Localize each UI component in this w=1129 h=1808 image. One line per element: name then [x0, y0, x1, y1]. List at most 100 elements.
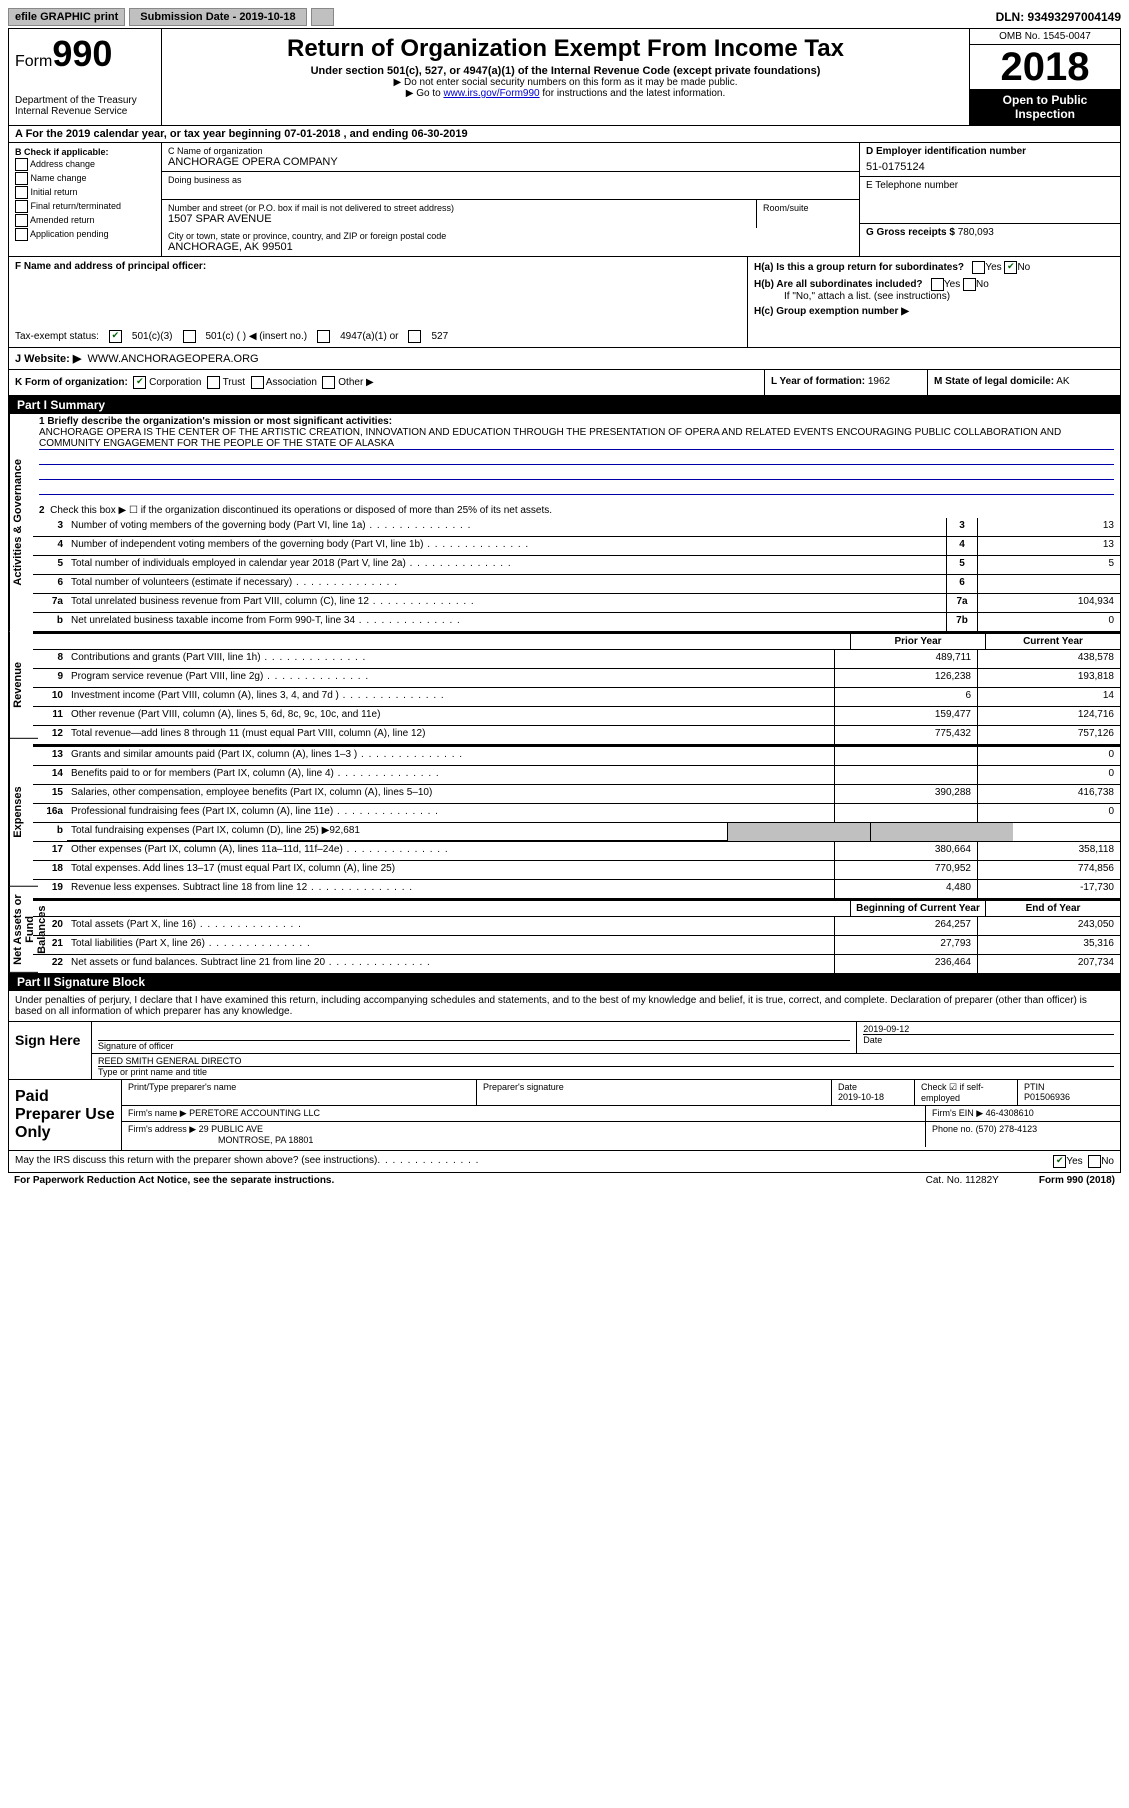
footer: For Paperwork Reduction Act Notice, see …	[8, 1173, 1121, 1188]
firm-phone: (570) 278-4123	[976, 1124, 1038, 1134]
firm-address: 29 PUBLIC AVE	[199, 1124, 263, 1134]
line-12: 12Total revenue—add lines 8 through 11 (…	[33, 726, 1120, 745]
dln-label: DLN: 93493297004149	[996, 10, 1121, 24]
tax-year: 2018	[970, 45, 1120, 89]
street-address: 1507 SPAR AVENUE	[168, 213, 750, 225]
year-formation: 1962	[868, 376, 890, 387]
line-15: 15Salaries, other compensation, employee…	[33, 785, 1120, 804]
netassets-header: Beginning of Current YearEnd of Year	[33, 899, 1120, 917]
org-name: ANCHORAGE OPERA COMPANY	[168, 156, 853, 168]
chk-trust[interactable]	[207, 376, 220, 389]
discuss-yes[interactable]	[1053, 1155, 1066, 1168]
open-inspection: Open to Public Inspection	[970, 89, 1120, 125]
state-domicile: AK	[1056, 376, 1069, 387]
discuss-no[interactable]	[1088, 1155, 1101, 1168]
sign-here-label: Sign Here	[9, 1022, 91, 1079]
row-f: F Name and address of principal officer:…	[9, 257, 748, 347]
line-4: 4Number of independent voting members of…	[33, 537, 1120, 556]
side-revenue: Revenue	[9, 632, 38, 739]
ha-no[interactable]	[1004, 261, 1017, 274]
line-14: 14Benefits paid to or for members (Part …	[33, 766, 1120, 785]
line-9: 9Program service revenue (Part VIII, lin…	[33, 669, 1120, 688]
website-value: WWW.ANCHORAGEOPERA.ORG	[87, 353, 258, 365]
paid-preparer-section: Paid Preparer Use Only Print/Type prepar…	[9, 1079, 1120, 1150]
sign-here-section: Sign Here Signature of officer 2019-09-1…	[9, 1022, 1120, 1079]
line-7b: bNet unrelated business taxable income f…	[33, 613, 1120, 632]
subtitle-1: Under section 501(c), 527, or 4947(a)(1)…	[168, 65, 963, 77]
chk-4947[interactable]	[317, 330, 330, 343]
line-3: 3Number of voting members of the governi…	[33, 518, 1120, 537]
efile-button[interactable]: efile GRAPHIC print	[8, 8, 125, 26]
ha-yes[interactable]	[972, 261, 985, 274]
blank-button[interactable]	[311, 8, 334, 26]
line-6: 6Total number of volunteers (estimate if…	[33, 575, 1120, 594]
side-netassets: Net Assets or Fund Balances	[9, 887, 38, 973]
form-title: Return of Organization Exempt From Incom…	[168, 35, 963, 63]
column-b: B Check if applicable: Address change Na…	[9, 143, 162, 256]
chk-pending[interactable]: Application pending	[15, 228, 155, 241]
line-16b: bTotal fundraising expenses (Part IX, co…	[33, 823, 1120, 842]
hb-yes[interactable]	[931, 278, 944, 291]
hb-no[interactable]	[963, 278, 976, 291]
side-activities: Activities & Governance	[9, 414, 38, 632]
chk-other[interactable]	[322, 376, 335, 389]
top-toolbar: efile GRAPHIC print Submission Date - 20…	[8, 8, 1121, 26]
column-de: D Employer identification number 51-0175…	[860, 143, 1120, 256]
cat-number: Cat. No. 11282Y	[926, 1175, 999, 1186]
sign-date: 2019-09-12	[863, 1024, 1114, 1034]
line-18: 18Total expenses. Add lines 13–17 (must …	[33, 861, 1120, 880]
section-fgh: F Name and address of principal officer:…	[9, 257, 1120, 348]
form-container: Form990 Department of the Treasury Inter…	[8, 28, 1121, 1173]
chk-association[interactable]	[251, 376, 264, 389]
firm-ein: 46-4308610	[986, 1108, 1034, 1118]
line-11: 11Other revenue (Part VIII, column (A), …	[33, 707, 1120, 726]
pra-notice: For Paperwork Reduction Act Notice, see …	[14, 1175, 334, 1186]
column-c: C Name of organization ANCHORAGE OPERA C…	[162, 143, 860, 256]
row-klm: K Form of organization: Corporation Trus…	[9, 370, 1120, 396]
ptin-value: P01506936	[1024, 1092, 1070, 1102]
line-7a: 7aTotal unrelated business revenue from …	[33, 594, 1120, 613]
irs-link[interactable]: www.irs.gov/Form990	[443, 88, 539, 99]
chk-amended[interactable]: Amended return	[15, 214, 155, 227]
line-5: 5Total number of individuals employed in…	[33, 556, 1120, 575]
discuss-row: May the IRS discuss this return with the…	[9, 1150, 1120, 1172]
omb-number: OMB No. 1545-0047	[970, 29, 1120, 45]
city-state-zip: ANCHORAGE, AK 99501	[168, 241, 853, 253]
side-expenses: Expenses	[9, 738, 38, 887]
chk-527[interactable]	[408, 330, 421, 343]
form-ref: Form 990 (2018)	[1039, 1175, 1115, 1186]
ein-value: 51-0175124	[866, 161, 1114, 173]
chk-name[interactable]: Name change	[15, 172, 155, 185]
chk-corporation[interactable]	[133, 376, 146, 389]
chk-address[interactable]: Address change	[15, 158, 155, 171]
part1-body: Activities & Governance Revenue Expenses…	[9, 414, 1120, 973]
gross-receipts: 780,093	[958, 227, 994, 238]
subtitle-2: ▶ Do not enter social security numbers o…	[168, 77, 963, 88]
submission-date-button[interactable]: Submission Date - 2019-10-18	[129, 8, 306, 26]
line-19: 19Revenue less expenses. Subtract line 1…	[33, 880, 1120, 899]
part2-header: Part II Signature Block	[9, 973, 1120, 991]
firm-name: PERETORE ACCOUNTING LLC	[189, 1108, 320, 1118]
line-1: 1 Briefly describe the organization's mi…	[33, 414, 1120, 497]
line-8: 8Contributions and grants (Part VIII, li…	[33, 650, 1120, 669]
paid-preparer-label: Paid Preparer Use Only	[9, 1080, 121, 1150]
form-header: Form990 Department of the Treasury Inter…	[9, 29, 1120, 126]
signature-intro: Under penalties of perjury, I declare th…	[9, 991, 1120, 1022]
part1-header: Part I Summary	[9, 396, 1120, 414]
line-17: 17Other expenses (Part IX, column (A), l…	[33, 842, 1120, 861]
line-16a: 16aProfessional fundraising fees (Part I…	[33, 804, 1120, 823]
line-13: 13Grants and similar amounts paid (Part …	[33, 745, 1120, 766]
chk-501c[interactable]	[183, 330, 196, 343]
chk-final[interactable]: Final return/terminated	[15, 200, 155, 213]
line-20: 20Total assets (Part X, line 16)264,2572…	[33, 917, 1120, 936]
line-10: 10Investment income (Part VIII, column (…	[33, 688, 1120, 707]
line-22: 22Net assets or fund balances. Subtract …	[33, 955, 1120, 973]
officer-name: REED SMITH GENERAL DIRECTO	[98, 1056, 1114, 1066]
chk-501c3[interactable]	[109, 330, 122, 343]
mission-text: ANCHORAGE OPERA IS THE CENTER OF THE ART…	[39, 427, 1114, 450]
row-j-website: J Website: ▶ WWW.ANCHORAGEOPERA.ORG	[9, 348, 1120, 370]
chk-initial[interactable]: Initial return	[15, 186, 155, 199]
preparer-date: 2019-10-18	[838, 1092, 884, 1102]
revenue-header: Prior YearCurrent Year	[33, 632, 1120, 650]
header-middle: Return of Organization Exempt From Incom…	[162, 29, 969, 125]
